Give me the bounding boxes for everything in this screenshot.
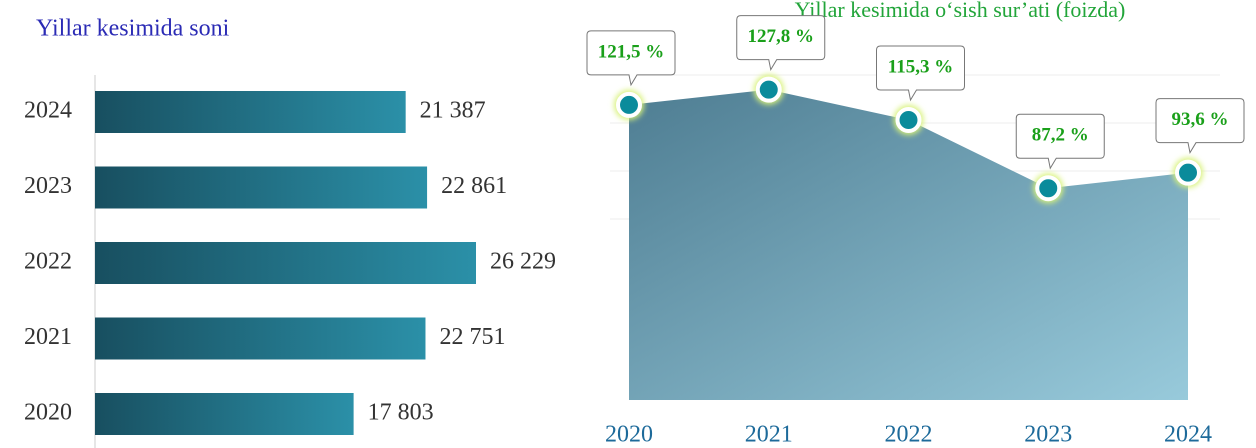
data-label: 121,5 %: [598, 41, 665, 62]
chart-title: Yillar kesimida soni: [36, 16, 230, 42]
marker: [755, 76, 782, 103]
data-label: 93,6 %: [1172, 109, 1229, 130]
y-tick-label: 2024: [24, 98, 72, 124]
data-label: 87,2 %: [1032, 125, 1089, 146]
callout: [1015, 113, 1105, 170]
data-label: 22 751: [439, 324, 505, 350]
bar: [95, 166, 428, 209]
chart-title: Yillar kesimida o‘sish sur’ati (foizda): [795, 0, 1126, 22]
x-tick-label: 2020: [605, 422, 653, 448]
x-tick-label: 2023: [1024, 422, 1072, 448]
y-tick-label: 2021: [24, 324, 72, 350]
marker: [895, 106, 922, 133]
data-label: 26 229: [490, 249, 556, 275]
callout: [1155, 98, 1245, 155]
callout: [586, 30, 676, 87]
data-label: 17 803: [368, 400, 434, 426]
bar: [95, 393, 354, 435]
callout: [876, 45, 965, 102]
y-tick-label: 2020: [24, 400, 72, 426]
callout: [736, 15, 826, 71]
area: [629, 89, 1188, 400]
bar: [95, 317, 426, 360]
data-label: 127,8 %: [748, 26, 815, 47]
marker: [616, 91, 642, 118]
x-tick-label: 2021: [745, 422, 793, 448]
data-label: 22 861: [441, 173, 507, 199]
x-tick-label: 2022: [885, 422, 933, 448]
y-tick-label: 2023: [24, 173, 72, 199]
data-label: 115,3 %: [888, 56, 953, 77]
data-label: 21 387: [420, 98, 486, 124]
marker: [1175, 159, 1201, 186]
bar: [95, 91, 406, 133]
x-tick-label: 2024: [1164, 422, 1212, 448]
y-tick-label: 2022: [24, 249, 72, 275]
marker: [1035, 175, 1062, 202]
bar: [95, 242, 476, 284]
